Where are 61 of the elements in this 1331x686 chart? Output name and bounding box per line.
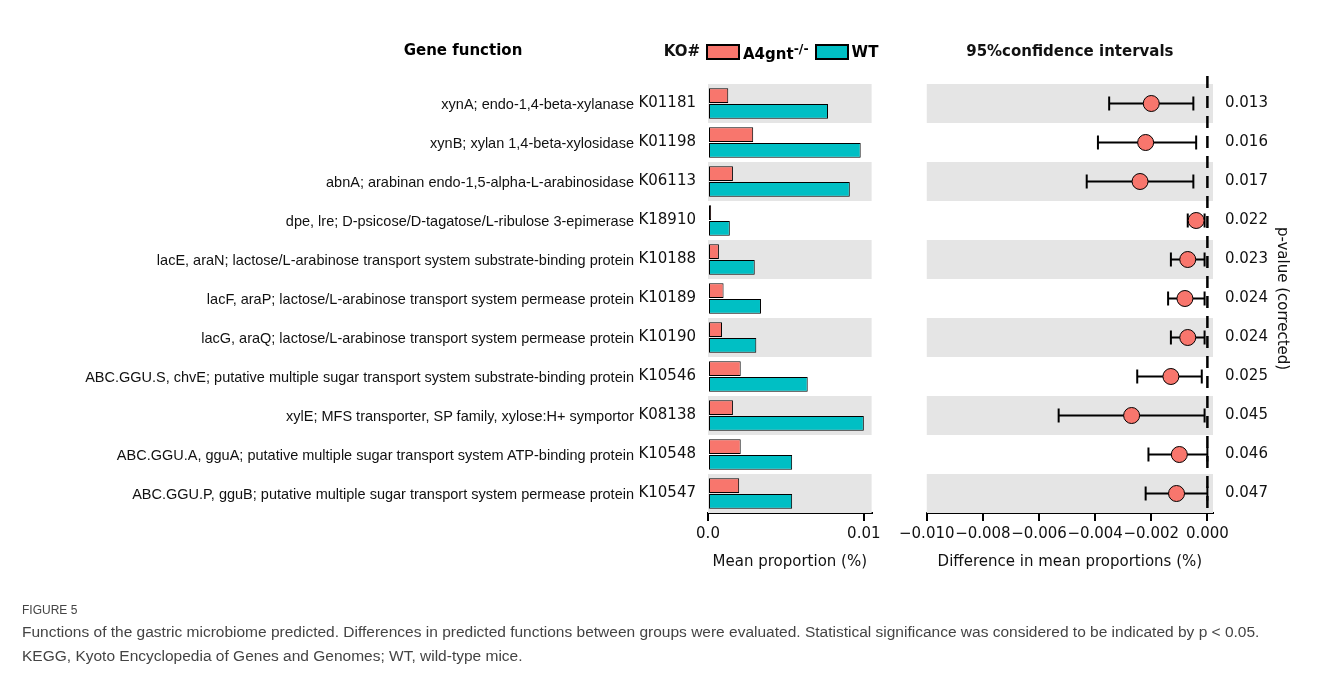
x-axis-title: Mean proportion (%) xyxy=(712,551,868,570)
x-tick-label: −0.002 xyxy=(1123,523,1180,542)
point xyxy=(1179,251,1197,268)
y-axis-title: p-value (corrected) xyxy=(1274,226,1293,371)
text: dpe, lre; D-psicose/D-tagatose/L-ribulose 3-epimerase xyxy=(285,212,634,229)
y-tick-label: K18910 xyxy=(638,210,696,229)
x-tick-label: −0.010 xyxy=(899,523,955,542)
x-tick-label: 0.0 xyxy=(696,523,720,542)
text: Functions of the gastric microbiome predicted. Differences in predicted functions between groups were evaluated. Statistical significance was considered to be indicated by p < 0.05. KEGG, Kyoto Encyclopedia of Genes and Genomes; WT, wild-type mice. xyxy=(22,622,1261,666)
text: 0.017 xyxy=(1225,171,1268,190)
y-tick-label: K06113 xyxy=(638,171,696,190)
text: ABC.GGU.A, gguA; putative multiple sugar transport system ATP-binding protein xyxy=(116,446,634,463)
x-axis-title: Difference in mean proportions (%) xyxy=(937,551,1203,570)
point xyxy=(1162,368,1180,385)
text: 0.025 xyxy=(1225,366,1268,385)
text: lacF, araP; lactose/L-arabinose transport system permease protein xyxy=(206,290,634,307)
text: xynB; xylan 1,4-beta-xylosidase xyxy=(430,134,634,151)
text: lacE, araN; lactose/L-arabinose transport system substrate-binding protein xyxy=(156,251,634,268)
text: 0.013 xyxy=(1225,93,1268,112)
y-tick-label: K10547 xyxy=(638,483,696,502)
point xyxy=(1176,290,1194,307)
point xyxy=(1131,173,1149,190)
x-tick-label: 0.01 xyxy=(847,523,881,542)
text: 0.046 xyxy=(1225,444,1268,463)
point xyxy=(1170,446,1188,463)
y-axis-title: KO# xyxy=(663,41,700,60)
text: lacG, araQ; lactose/L-arabinose transport system permease protein xyxy=(201,329,634,346)
x-tick-label: −0.008 xyxy=(955,523,1011,542)
y-tick-label: K01198 xyxy=(638,132,696,151)
text: 0.024 xyxy=(1225,288,1268,307)
point xyxy=(1179,329,1197,346)
point xyxy=(1137,134,1155,151)
y-tick-label: K10548 xyxy=(638,444,696,463)
text: 0.045 xyxy=(1225,405,1268,424)
caption: FIGURE 5 xyxy=(22,602,79,619)
x-tick-label: −0.004 xyxy=(1067,523,1123,542)
y-tick-label: K10546 xyxy=(638,366,696,385)
chart-title: 95%confidence intervals xyxy=(966,41,1174,60)
y-tick-label: K10190 xyxy=(638,327,696,346)
text: xylE; MFS transporter, SP family, xylose:H+ symportor xyxy=(286,407,634,424)
y-tick-label: K08138 xyxy=(638,405,696,424)
text: Gene function xyxy=(403,41,523,59)
text: 0.023 xyxy=(1225,249,1268,268)
legend-label: A4gnt$^{-/-}$ xyxy=(743,41,809,63)
x-tick-label: −0.006 xyxy=(1011,523,1067,542)
text: 0.016 xyxy=(1225,132,1268,151)
point xyxy=(1168,485,1186,502)
text: ABC.GGU.P, gguB; putative multiple sugar transport system permease protein xyxy=(132,485,634,502)
point xyxy=(1142,95,1160,112)
y-tick-label: K10189 xyxy=(638,288,696,307)
legend-label: WT xyxy=(851,43,879,61)
text: abnA; arabinan endo-1,5-alpha-L-arabinosidase xyxy=(326,173,634,190)
text: 0.024 xyxy=(1225,327,1268,346)
text: 0.047 xyxy=(1225,483,1268,502)
text: xynA; endo-1,4-beta-xylanase xyxy=(441,95,634,112)
x-tick-label: 0.000 xyxy=(1185,523,1229,542)
y-tick-label: K01181 xyxy=(638,93,696,112)
point xyxy=(1123,407,1141,424)
text: 0.022 xyxy=(1225,210,1268,229)
y-tick-label: K10188 xyxy=(638,249,696,268)
text: ABC.GGU.S, chvE; putative multiple sugar transport system substrate-binding protein xyxy=(85,368,634,385)
